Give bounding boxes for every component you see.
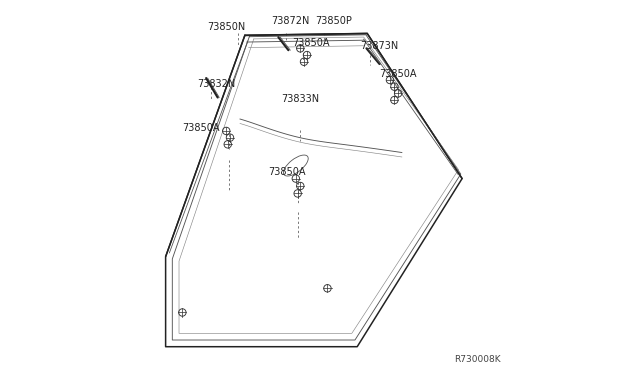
Text: 73850P: 73850P xyxy=(316,16,353,26)
Text: 73850A: 73850A xyxy=(292,38,330,48)
Text: R730008K: R730008K xyxy=(454,355,500,364)
Text: 73850A: 73850A xyxy=(380,69,417,79)
Text: 73873N: 73873N xyxy=(360,41,399,51)
Text: 73833N: 73833N xyxy=(282,94,320,104)
Text: 73850A: 73850A xyxy=(182,123,220,133)
Text: 73850A: 73850A xyxy=(268,167,305,177)
Text: 73832N: 73832N xyxy=(197,79,236,89)
Text: 73850N: 73850N xyxy=(207,22,246,32)
Text: 73872N: 73872N xyxy=(271,16,310,26)
